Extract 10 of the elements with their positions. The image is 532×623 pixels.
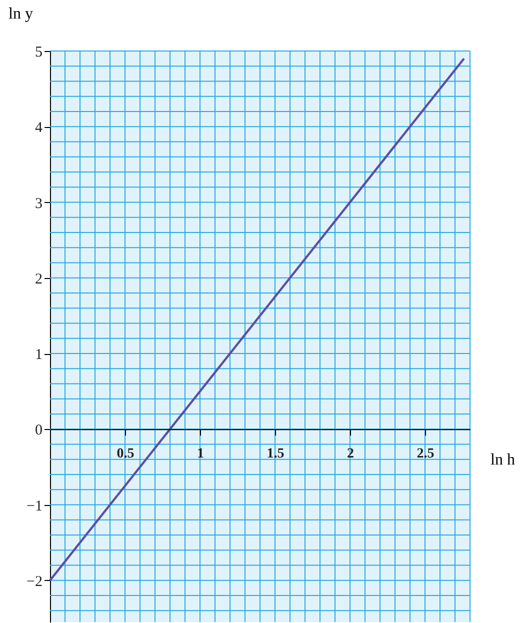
y-tick-label: 3 [35, 196, 42, 212]
y-tick-label: 0 [35, 422, 42, 439]
y-tick-label: 5 [35, 44, 42, 60]
y-tick-label: 2 [35, 271, 42, 288]
y-tick-label: 4 [35, 120, 43, 136]
x-axis-title: ln h [490, 452, 515, 469]
y-tick-label: −2 [26, 574, 42, 590]
y-axis-title: ln y [8, 6, 33, 22]
y-tick-label: 1 [35, 347, 42, 364]
y-tick-label: −1 [26, 498, 42, 514]
